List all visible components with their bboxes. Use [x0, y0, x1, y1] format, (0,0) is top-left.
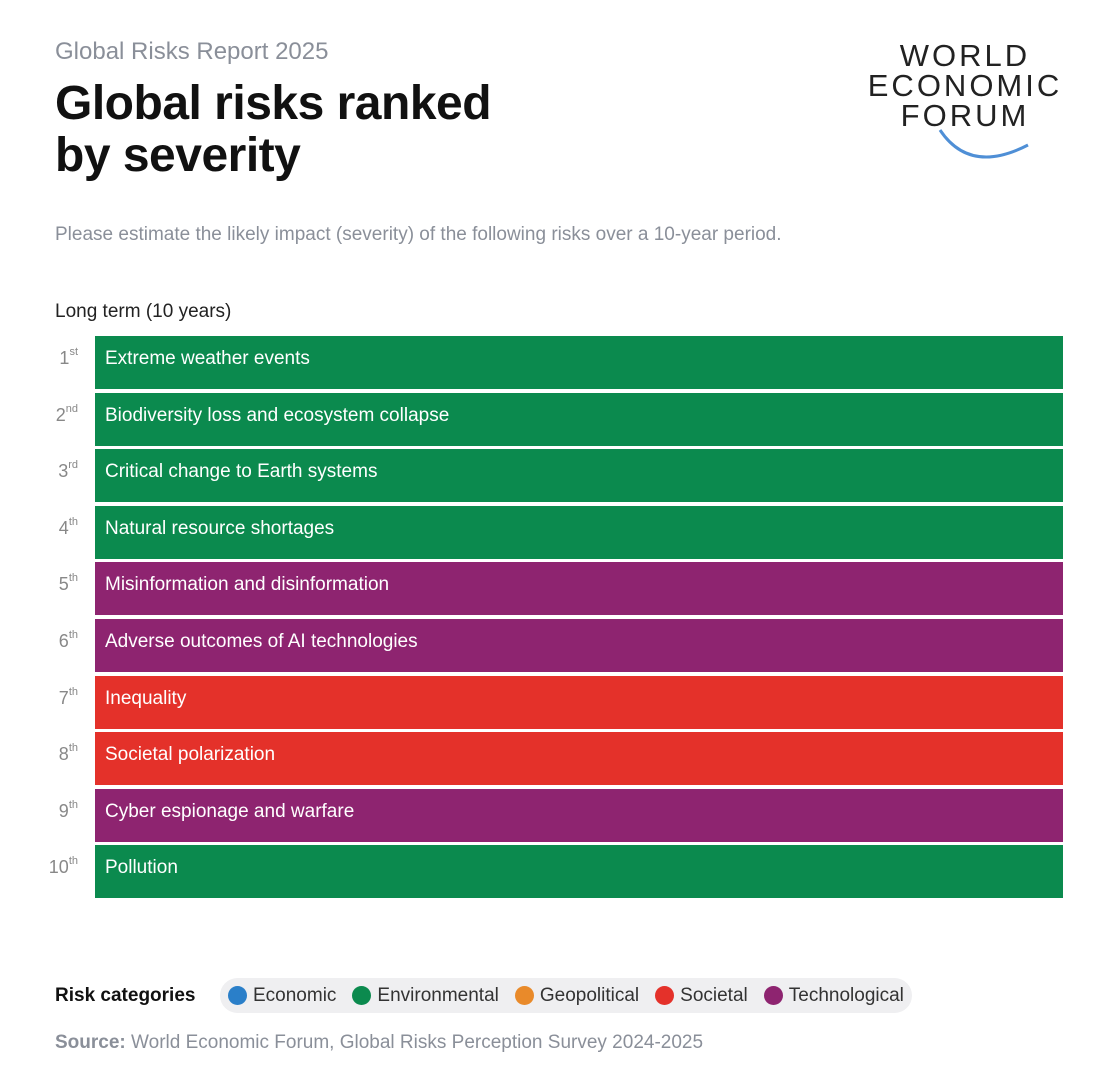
legend-title: Risk categories — [55, 985, 196, 1006]
rank-suffix: th — [68, 855, 78, 868]
risk-label: Critical change to Earth systems — [105, 461, 378, 483]
rank: 2nd — [30, 402, 78, 426]
title-line: by severity — [55, 129, 301, 182]
risk-label: Pollution — [105, 857, 178, 879]
rank-number: 2 — [55, 404, 66, 425]
question: Please estimate the likely impact (sever… — [55, 224, 782, 245]
risk-label: Biodiversity loss and ecosystem collapse — [105, 404, 450, 426]
legend-label: Economic — [253, 984, 337, 1006]
legend-dot — [655, 986, 675, 1005]
legend-label: Geopolitical — [539, 984, 640, 1006]
legend-label: Societal — [680, 984, 748, 1006]
legend-label: Technological — [788, 984, 904, 1006]
legend-item: Technological — [763, 984, 904, 1007]
logo-text: WORLD — [899, 38, 1031, 73]
rank-suffix: th — [68, 629, 78, 641]
risk-bar: Critical change to Earth systems — [95, 449, 1063, 503]
risk-bar: Adverse outcomes of AI technologies — [95, 619, 1063, 672]
risk-bar: Inequality — [95, 675, 1063, 729]
logo-arc-path — [938, 129, 1029, 159]
rank-suffix: th — [68, 685, 78, 698]
rank-number: 4 — [58, 517, 69, 538]
risk-bar: Extreme weather events — [95, 336, 1063, 389]
rank-suffix: th — [68, 515, 78, 528]
rank-suffix: st — [69, 346, 78, 358]
rank: 5th — [30, 572, 78, 595]
rank: 1st — [30, 346, 78, 369]
risk-bar: Natural resource shortages — [95, 505, 1063, 559]
risk-label: Adverse outcomes of AI technologies — [105, 631, 418, 652]
rank-number: 9 — [58, 800, 69, 821]
rank-number: 10 — [48, 857, 69, 878]
legend-item: Geopolitical — [514, 984, 640, 1007]
risk-label: Natural resource shortages — [105, 517, 335, 539]
risk-label: Cyber espionage and warfare — [105, 800, 355, 822]
risk-bar: Biodiversity loss and ecosystem collapse — [95, 392, 1063, 446]
rank-suffix: th — [68, 798, 78, 811]
title-line: Global risks ranked — [55, 77, 492, 130]
legend-item: Societal — [655, 985, 748, 1007]
rank: 9th — [30, 798, 78, 822]
rank-suffix: th — [68, 742, 78, 755]
rank-number: 6 — [58, 631, 69, 651]
rank: 3rd — [30, 459, 78, 482]
risk-label: Misinformation and disinformation — [105, 574, 390, 596]
legend-dot — [514, 986, 534, 1005]
rank: 8th — [30, 742, 78, 765]
rank: 7th — [30, 685, 78, 709]
source-text: World Economic Forum, Global Risks Perce… — [131, 1032, 704, 1053]
legend-item: Economic — [228, 985, 336, 1007]
risk-label: Inequality — [105, 687, 187, 709]
logo-arc — [938, 129, 1029, 159]
legend-label: Environmental — [377, 984, 499, 1006]
rank: 10th — [30, 855, 78, 878]
legend: Economic Environmental Geopolitical Societa… — [220, 978, 912, 1013]
risk-bar: Pollution — [95, 845, 1063, 899]
logo-text: FORUM — [900, 98, 1030, 133]
rank: 6th — [30, 629, 78, 652]
rank-number: 1 — [59, 348, 70, 368]
logo-text: ECONOMIC — [867, 68, 1063, 103]
rank-number: 7 — [58, 687, 69, 708]
rank-number: 5 — [58, 574, 69, 595]
legend-dot — [352, 986, 372, 1005]
section-title: Long term (10 years) — [55, 301, 232, 322]
risk-label: Societal polarization — [105, 744, 276, 766]
rank-number: 8 — [58, 744, 69, 765]
risk-bar: Misinformation and disinformation — [95, 562, 1063, 616]
rank-suffix: th — [68, 572, 78, 585]
risk-label: Extreme weather events — [105, 348, 310, 369]
rank: 4th — [30, 515, 78, 539]
legend-dot — [228, 986, 247, 1005]
risk-bar: Cyber espionage and warfare — [95, 788, 1063, 842]
risk-bar: Societal polarization — [95, 732, 1063, 786]
legend-item: Environmental — [352, 984, 499, 1007]
rank-number: 3 — [58, 461, 69, 482]
rank-suffix: nd — [65, 402, 78, 415]
rank-suffix: rd — [68, 459, 78, 472]
source: Source: World Economic Forum, Global Ris… — [55, 1032, 703, 1054]
kicker: Global Risks Report 2025 — [55, 38, 329, 65]
legend-dot — [763, 986, 783, 1005]
source-label: Source: — [55, 1032, 126, 1053]
